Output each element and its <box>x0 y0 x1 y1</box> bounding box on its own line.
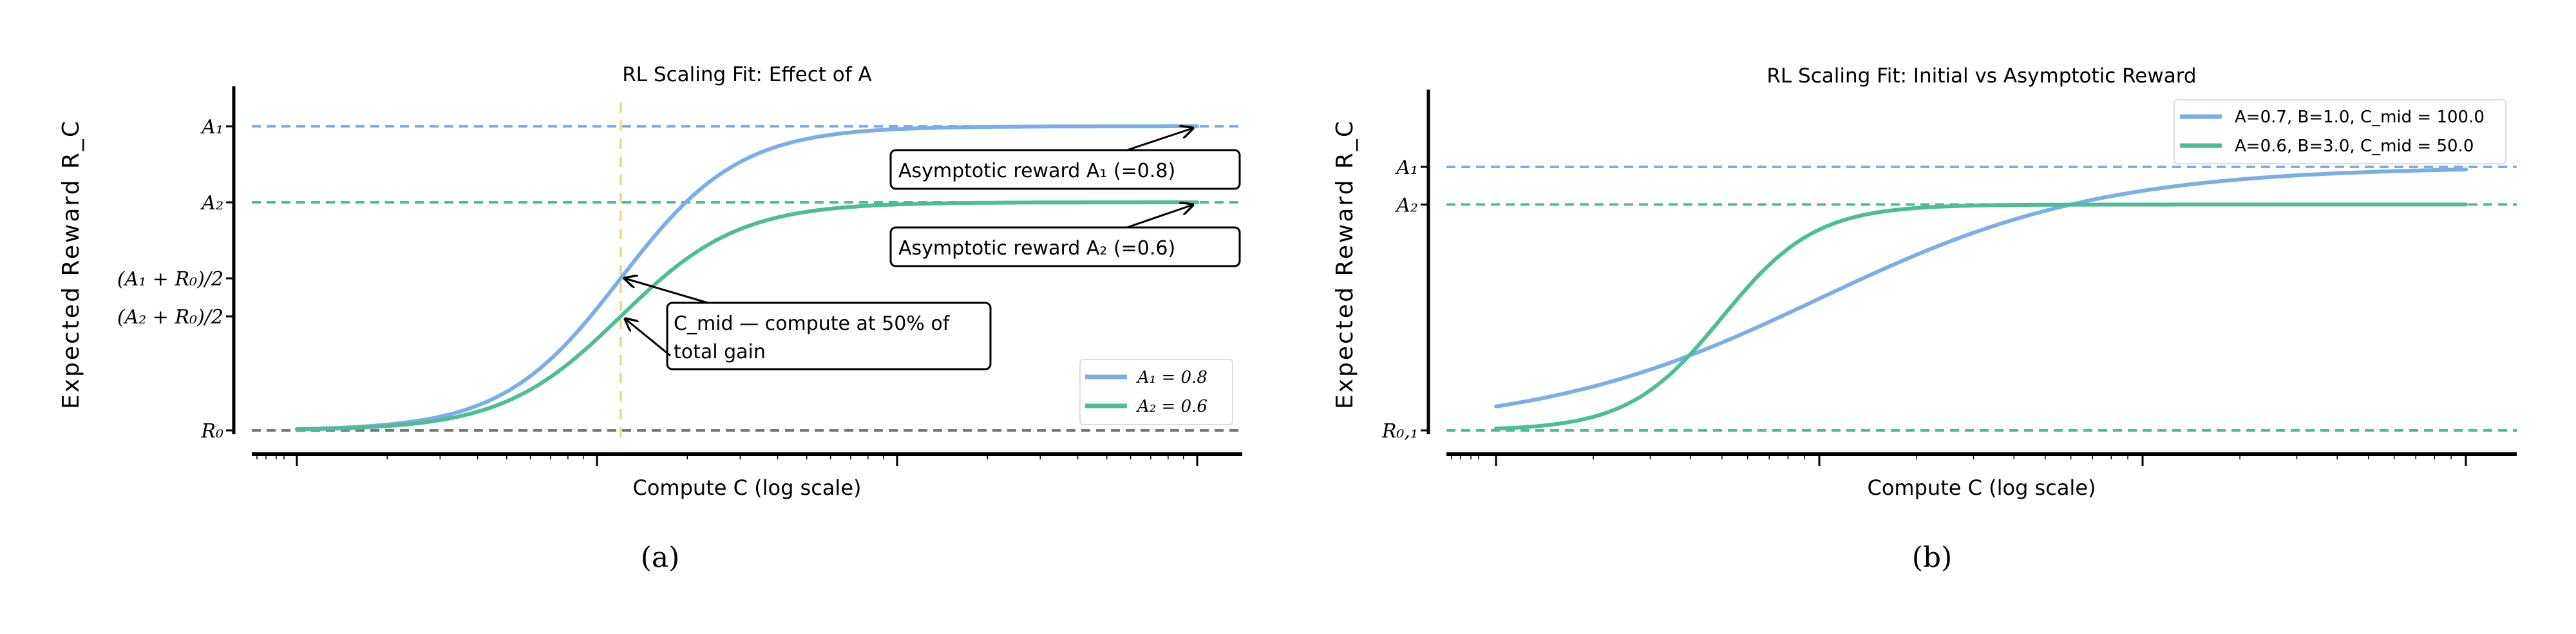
x-axis-label: Compute C (log scale) <box>633 476 862 500</box>
annotation-arrow-a1 <box>1126 128 1193 151</box>
annotation-arrow-a2 <box>1126 205 1193 229</box>
y-tick-label: A₁ <box>1394 157 1418 179</box>
legend-label: A₁ = 0.8 <box>1136 368 1208 387</box>
chart-b: RL Scaling Fit: Initial vs Asymptotic Re… <box>1332 64 2517 574</box>
y-tick-label: A₂ <box>1394 194 1418 216</box>
y-axis-label: Expected Reward R_C <box>58 119 84 409</box>
annotation-box <box>889 149 1241 190</box>
y-tick-label: A₂ <box>200 192 223 215</box>
chart-a: RL Scaling Fit: Effect of A A₁ A₂ (A₁ + R₀)… <box>58 63 1242 574</box>
series-line-1 <box>295 124 1199 431</box>
chart-title: RL Scaling Fit: Initial vs Asymptotic Re… <box>1766 64 2196 88</box>
annotation-text: C_mid — compute at 50% of <box>674 312 951 335</box>
series-line-2 <box>1494 202 2468 431</box>
legend-label: A=0.7, B=1.0, C_mid = 100.0 <box>2235 108 2485 127</box>
annotation-text: total gain <box>674 341 766 363</box>
legend: A₁ = 0.8 A₂ = 0.6 <box>1079 359 1233 425</box>
annotation-text: Asymptotic reward A₁ (=0.8) <box>898 160 1175 182</box>
x-axis-label: Compute C (log scale) <box>1868 476 2096 500</box>
figure-caption: (a) <box>641 541 680 574</box>
chart-title: RL Scaling Fit: Effect of A <box>622 63 871 86</box>
annotation-arrow-mid1 <box>625 278 708 304</box>
y-tick-label: A₁ <box>200 116 223 139</box>
y-tick-label: R₀ <box>200 420 223 443</box>
annotation-text: Asymptotic reward A₂ (=0.6) <box>898 237 1175 260</box>
y-tick-label: (A₁ + R₀)/2 <box>117 268 223 291</box>
y-tick-label: (A₂ + R₀)/2 <box>117 306 223 329</box>
y-tick-label: R₀,₁ <box>1381 420 1418 443</box>
legend: A=0.7, B=1.0, C_mid = 100.0 A=0.6, B=3.0,… <box>2174 99 2506 164</box>
y-axis-label: Expected Reward R_C <box>1332 119 1358 409</box>
annotation-box <box>889 226 1241 267</box>
annotation-box <box>666 302 992 370</box>
legend-label: A₂ = 0.6 <box>1136 397 1208 416</box>
legend-frame <box>2174 99 2506 164</box>
series-line-2 <box>295 200 1199 432</box>
series-line-1 <box>1494 168 2468 408</box>
annotation-arrow-mid2 <box>625 319 671 357</box>
figure-caption: (b) <box>1912 541 1953 574</box>
legend-label: A=0.6, B=3.0, C_mid = 50.0 <box>2235 137 2474 156</box>
